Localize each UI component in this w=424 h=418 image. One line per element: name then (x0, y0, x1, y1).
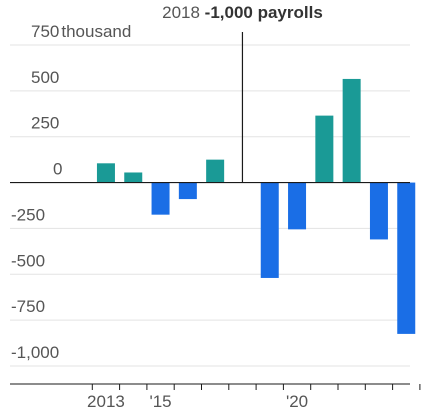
annotation-label: 2018 -1,000 payrolls (162, 3, 323, 22)
bar-2024 (397, 182, 416, 334)
bar-2021 (315, 115, 334, 183)
bars (96, 78, 416, 334)
bar-2013 (96, 163, 115, 183)
bar-2022 (342, 78, 361, 183)
y-tick-label: 250 (31, 114, 59, 133)
y-tick-label: -250 (11, 205, 45, 224)
bar-2014 (124, 172, 143, 183)
x-tick-label: '20 (286, 392, 308, 411)
x-tick-label: 2013 (87, 392, 125, 411)
bar-2016 (178, 182, 197, 200)
gridlines (10, 44, 410, 367)
y-tick-label: -1,000 (11, 343, 59, 362)
bar-2015 (151, 182, 170, 215)
y-tick-label: -500 (11, 251, 45, 270)
y-tick-label: -750 (11, 297, 45, 316)
bar-2017 (206, 159, 225, 183)
labels: 750 thousand 500 250 0 -250 -500 -750 -1,000 2018… (11, 3, 323, 411)
bar-2023 (369, 182, 388, 240)
x-tick-label: '15 (149, 392, 171, 411)
y-tick-label: 500 (31, 68, 59, 87)
bar-2020 (288, 182, 307, 230)
axes (10, 32, 421, 390)
y-unit-label: thousand (61, 22, 131, 41)
annotation-year: 2018 (162, 3, 205, 22)
y-tick-label: 750 thousand (31, 22, 131, 41)
bar-2019 (260, 182, 279, 278)
annotation-value: -1,000 payrolls (205, 3, 323, 22)
y-tick-label: 0 (53, 160, 62, 179)
